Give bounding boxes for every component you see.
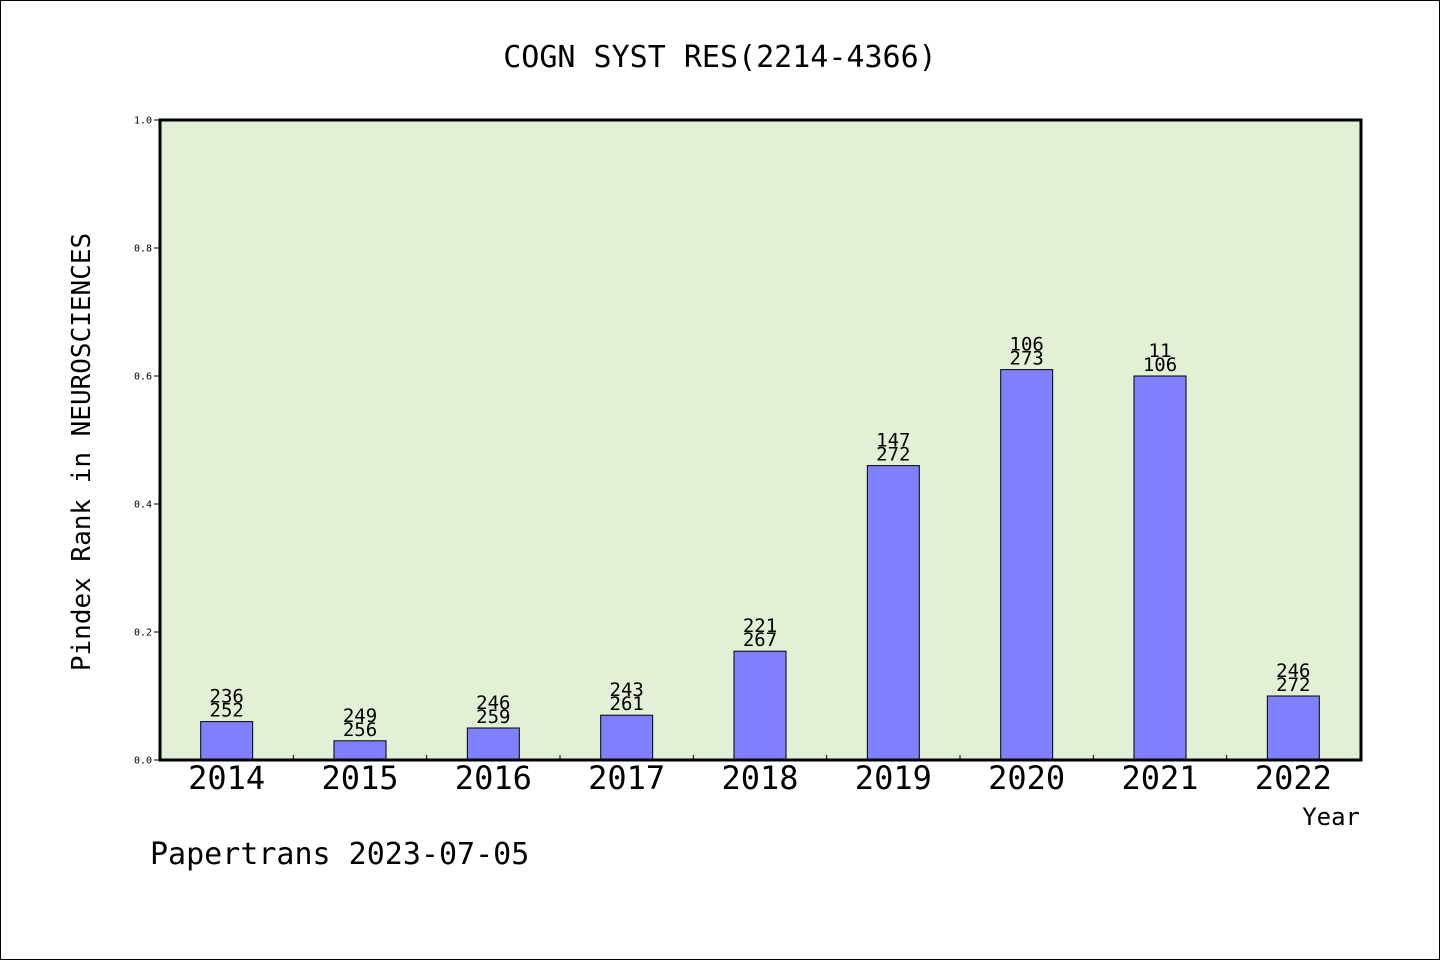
bar-series (200, 369, 1320, 761)
rank-label-2020: 106 (1010, 334, 1044, 356)
rank-label-2018: 221 (743, 615, 777, 637)
bar-2014 (200, 721, 254, 761)
rank-label-2014: 236 (210, 686, 244, 708)
rank-label-2019: 147 (876, 430, 910, 452)
plot-border (158, 118, 1363, 762)
total-label-2017: 261 (610, 693, 644, 715)
total-label-2020: 273 (1010, 348, 1044, 370)
bar-2020 (1000, 369, 1054, 761)
total-label-2022: 272 (1276, 674, 1310, 696)
bar-2015 (333, 740, 387, 761)
x-tick-label-2016: 2016 (455, 759, 532, 797)
rank-label-2022: 246 (1276, 660, 1310, 682)
total-label-2015: 256 (343, 719, 377, 741)
chart-title: COGN SYST RES(2214-4366) (503, 40, 936, 75)
x-tick-label-2021: 2021 (1121, 759, 1198, 797)
x-axis: 2014 2015 2016 2017 2018 2019 2020 2021 2022 (188, 755, 1332, 797)
y-tick-label: 0.2 (134, 628, 152, 639)
x-tick-label-2018: 2018 (721, 759, 798, 797)
x-tick-label-2015: 2015 (321, 759, 398, 797)
x-axis-label: Year (1302, 803, 1360, 831)
bar-2021 (1133, 375, 1187, 761)
y-axis-label: Pindex Rank in NEUROSCIENCES (67, 233, 97, 671)
bar-2018 (733, 650, 787, 761)
x-tick-label-2020: 2020 (988, 759, 1065, 797)
y-tick-label: 0.4 (134, 500, 152, 511)
total-label-2018: 267 (743, 629, 777, 651)
bar-2017 (600, 714, 654, 761)
rank-label-2017: 243 (610, 679, 644, 701)
rank-label-2016: 246 (476, 692, 510, 714)
y-tick-label: 0.6 (134, 372, 152, 383)
x-tick-label-2017: 2017 (588, 759, 665, 797)
x-tick-label-2022: 2022 (1255, 759, 1332, 797)
y-tick-label: 0.0 (134, 756, 152, 767)
x-tick-label-2014: 2014 (188, 759, 265, 797)
bar-2022 (1266, 695, 1320, 761)
total-label-2019: 272 (876, 444, 910, 466)
bar-2016 (466, 727, 520, 761)
x-tick-label-2019: 2019 (855, 759, 932, 797)
rank-label-2021: 11 (1149, 340, 1172, 362)
total-label-2016: 259 (476, 706, 510, 728)
footer-credit: Papertrans 2023-07-05 (150, 837, 529, 872)
y-axis: 0.0 0.2 0.4 0.6 0.8 1.0 (134, 116, 160, 767)
total-label-2014: 252 (210, 700, 244, 722)
bar-2019 (866, 465, 920, 761)
total-label-2021: 106 (1143, 354, 1177, 376)
y-tick-label: 1.0 (134, 116, 152, 127)
rank-label-2015: 249 (343, 705, 377, 727)
y-tick-label: 0.8 (134, 244, 152, 255)
